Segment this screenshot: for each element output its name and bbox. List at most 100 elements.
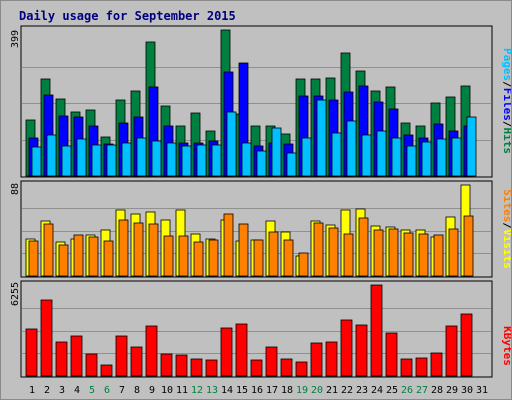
day-label-4: 4	[74, 385, 80, 396]
pages-bar-29	[451, 137, 462, 177]
pages-bar-26	[406, 145, 417, 177]
pages-bar-25	[391, 137, 402, 177]
day-axis: 1 2 3 4 5 6 7 8 9 10 11 12 13 14 15 16 17 18 19 20 21 22 23 24 2…	[29, 385, 488, 396]
day-label-23: 23	[356, 385, 368, 396]
sites-bar-6	[103, 240, 114, 277]
kbytes-bar-12	[190, 358, 203, 377]
sites-bar-18	[283, 239, 294, 277]
sites-bar-13	[208, 239, 219, 277]
sites-bar-24	[373, 229, 384, 277]
kbytes-bar-30	[460, 313, 473, 377]
legend-kbytes: KBytes	[501, 326, 511, 366]
sites-bar-30	[463, 215, 474, 277]
kbytes-bar-7	[115, 335, 128, 377]
sites-bar-9	[148, 223, 159, 277]
day-label-30: 30	[461, 385, 473, 396]
legend-pages: Pages	[501, 48, 511, 81]
kbytes-bar-23	[355, 324, 368, 377]
pages-bar-2	[46, 134, 57, 177]
day-label-12: 12	[191, 385, 203, 396]
pages-bar-3	[61, 145, 72, 177]
pages-bar-24	[376, 130, 387, 177]
sites-bar-4	[73, 234, 84, 277]
legend-hits: Hits	[501, 128, 511, 155]
day-label-27: 27	[416, 385, 428, 396]
sites-bar-5	[88, 236, 99, 277]
kbytes-scale-label: 6255	[10, 282, 21, 306]
sites-bar-22	[343, 233, 354, 277]
pages-bar-1	[31, 146, 42, 177]
pages-bar-27	[421, 141, 432, 177]
sites-bar-8	[133, 222, 144, 277]
day-label-9: 9	[149, 385, 155, 396]
kbytes-bar-10	[160, 353, 173, 377]
pages-bar-4	[76, 138, 87, 177]
day-label-15: 15	[236, 385, 248, 396]
sites-bar-15	[238, 223, 249, 277]
sites-bar-12	[193, 241, 204, 277]
legend-visits: Visits	[501, 229, 511, 269]
sites-bar-17	[268, 231, 279, 277]
pages-bar-11	[181, 145, 192, 177]
day-label-10: 10	[161, 385, 173, 396]
day-label-3: 3	[59, 385, 65, 396]
kbytes-bar-14	[220, 327, 233, 377]
kbytes-bar-21	[325, 341, 338, 377]
pages-bar-18	[286, 152, 297, 177]
pages-bar-28	[436, 138, 447, 177]
day-label-19: 19	[296, 385, 308, 396]
sites-bar-29	[448, 228, 459, 277]
kbytes-bar-15	[235, 323, 248, 377]
sites-bar-28	[433, 234, 444, 277]
pages-bar-16	[256, 150, 267, 177]
kbytes-bar-19	[295, 361, 308, 377]
kbytes-bar-2	[40, 299, 53, 377]
kbytes-bar-8	[130, 346, 143, 377]
pages-bar-7	[121, 142, 132, 177]
kbytes-bar-26	[400, 358, 413, 377]
kbytes-bar-1	[25, 328, 38, 377]
sites-bar-23	[358, 217, 369, 277]
kbytes-bar-28	[430, 352, 443, 377]
pages-bar-10	[166, 142, 177, 177]
pages-bar-23	[361, 134, 372, 177]
kbytes-bar-17	[265, 346, 278, 377]
sites-bar-2	[43, 223, 54, 277]
day-label-17: 17	[266, 385, 278, 396]
visits-scale-label: 88	[10, 183, 21, 195]
sites-bar-19	[298, 252, 309, 277]
day-label-29: 29	[446, 385, 458, 396]
sites-bar-20	[313, 222, 324, 277]
hits-scale-label: 399	[10, 30, 21, 48]
day-label-6: 6	[104, 385, 110, 396]
pages-bar-20	[316, 99, 327, 177]
pages-bar-9	[151, 140, 162, 177]
day-label-25: 25	[386, 385, 398, 396]
kbytes-legend: KBytes	[501, 326, 511, 366]
pages-bar-13	[211, 144, 222, 177]
day-label-5: 5	[89, 385, 95, 396]
kbytes-bar-22	[340, 319, 353, 377]
day-label-24: 24	[371, 385, 383, 396]
day-label-11: 11	[176, 385, 188, 396]
pages-bar-6	[106, 144, 117, 177]
pages-bar-21	[331, 132, 342, 177]
pages-bar-17	[271, 127, 282, 177]
pages-bar-15	[241, 142, 252, 177]
day-label-2: 2	[44, 385, 50, 396]
day-label-18: 18	[281, 385, 293, 396]
pages-bar-8	[136, 137, 147, 177]
legend-separator: /	[501, 121, 511, 128]
kbytes-bar-5	[85, 353, 98, 377]
kbytes-bar-16	[250, 359, 263, 377]
kbytes-bar-11	[175, 354, 188, 377]
kbytes-bar-6	[100, 364, 113, 377]
pages-bar-22	[346, 120, 357, 177]
day-label-22: 22	[341, 385, 353, 396]
sites-bar-14	[223, 213, 234, 277]
kbytes-bar-29	[445, 325, 458, 377]
legend-files: Files	[501, 88, 511, 121]
day-label-28: 28	[431, 385, 443, 396]
sites-bar-26	[403, 232, 414, 277]
